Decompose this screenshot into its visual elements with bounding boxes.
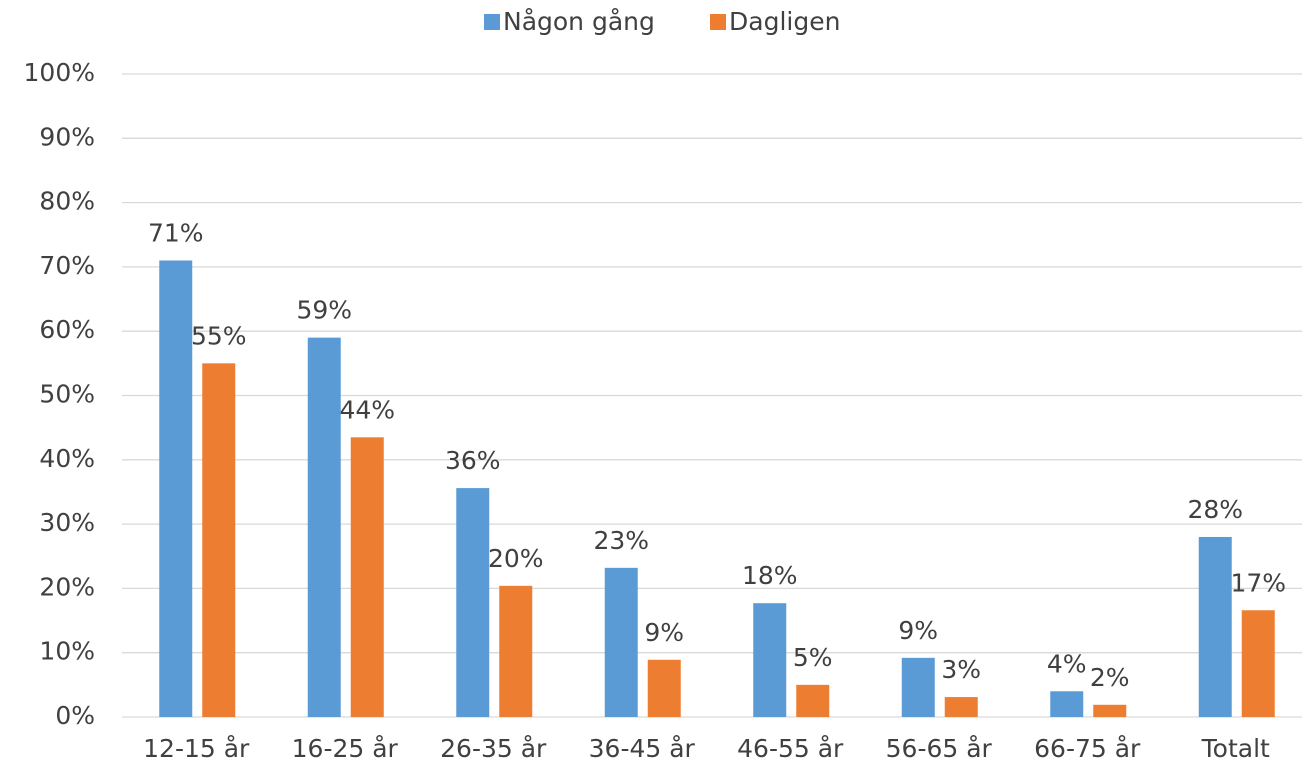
data-label: 17% [1230,568,1286,597]
x-tick-label: 16-25 år [292,734,399,763]
data-label: 55% [191,321,247,350]
data-label: 3% [941,655,981,684]
legend-label: Dagligen [729,7,840,36]
y-tick-label: 0% [55,701,95,730]
x-tick-label: Totalt [1201,734,1270,763]
legend-swatch [710,14,726,30]
x-tick-label: 36-45 år [589,734,696,763]
data-label: 9% [644,618,684,647]
bar [753,603,787,717]
data-label: 18% [742,561,798,590]
data-label: 71% [148,218,204,247]
bar [202,363,236,717]
data-label: 23% [593,526,649,555]
data-label: 44% [339,395,395,424]
y-tick-label: 90% [39,122,95,151]
x-tick-label: 46-55 år [737,734,844,763]
y-tick-label: 70% [39,251,95,280]
bar [796,684,830,717]
y-tick-label: 20% [39,572,95,601]
y-tick-label: 50% [39,380,95,409]
x-tick-label: 56-65 år [886,734,993,763]
bar [901,657,935,717]
bar [499,585,533,717]
x-tick-label: 12-15 år [143,734,250,763]
data-label: 5% [793,643,833,672]
bar [647,659,681,717]
data-label: 28% [1187,495,1243,524]
data-label: 2% [1090,663,1130,692]
y-tick-label: 10% [39,637,95,666]
data-label: 9% [898,616,938,645]
bar [1050,691,1084,717]
y-tick-label: 40% [39,444,95,473]
y-tick-label: 80% [39,187,95,216]
legend-swatch [484,14,500,30]
y-tick-label: 100% [24,58,95,87]
data-label: 59% [296,296,352,325]
bar [350,437,384,717]
bar [604,567,638,717]
bar [944,697,978,717]
bar [1198,536,1232,717]
y-tick-label: 60% [39,315,95,344]
data-label: 36% [445,446,501,475]
bar [307,337,341,717]
data-label: 4% [1047,649,1087,678]
data-label: 20% [488,544,544,573]
bar [159,260,193,717]
x-tick-label: 66-75 år [1034,734,1141,763]
bar [1241,610,1275,717]
y-tick-label: 30% [39,508,95,537]
legend-label: Någon gång [503,7,655,36]
x-tick-label: 26-35 år [440,734,547,763]
bar [1093,704,1127,717]
bar [456,488,490,717]
